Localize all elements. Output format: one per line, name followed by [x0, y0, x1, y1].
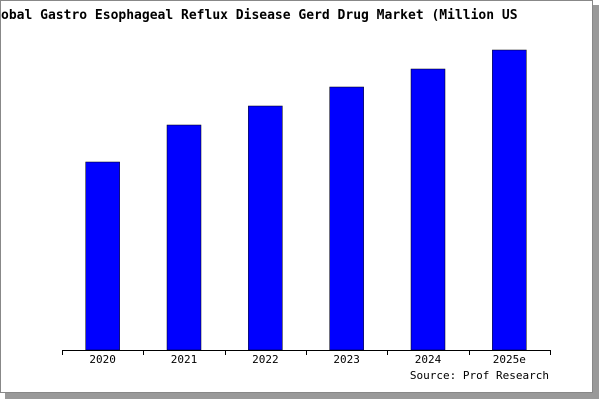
- bar: [329, 86, 364, 351]
- bar: [166, 124, 202, 351]
- source-note: Source: Prof Research: [410, 369, 549, 382]
- x-tick-label: 2020: [89, 353, 116, 366]
- bar: [410, 68, 446, 351]
- x-tick-label: 2021: [171, 353, 198, 366]
- plot-area: [62, 48, 550, 350]
- x-tick-label: 2024: [415, 353, 442, 366]
- x-tick-label: 2023: [333, 353, 360, 366]
- x-tick-label: 2022: [252, 353, 279, 366]
- x-tick-label: 2025e: [493, 353, 526, 366]
- bar: [248, 105, 283, 351]
- bar: [85, 161, 120, 351]
- bar: [492, 49, 527, 351]
- chart-title: obal Gastro Esophageal Reflux Disease Ge…: [1, 8, 518, 23]
